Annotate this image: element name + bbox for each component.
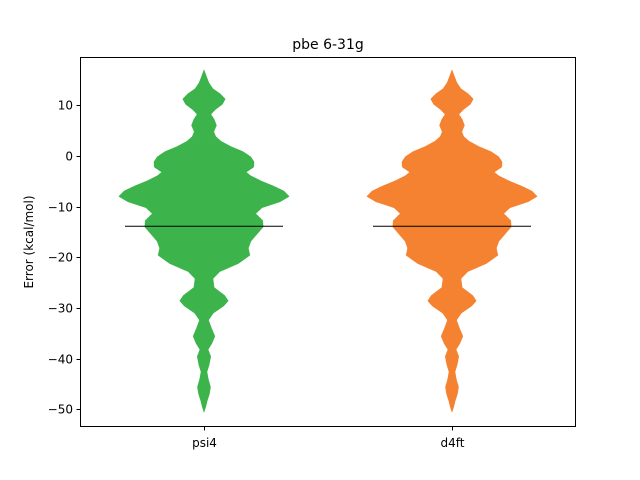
y-axis: 10 0 −10 −20 −30 −40 −50 bbox=[48, 99, 80, 417]
violin-layer bbox=[118, 69, 538, 413]
y-axis-label: Error (kcal/mol) bbox=[22, 195, 36, 288]
y-tick-label: −40 bbox=[48, 353, 73, 367]
y-tick-label: −20 bbox=[48, 251, 73, 265]
x-tick-label-psi4: psi4 bbox=[192, 436, 217, 450]
y-tick-label: −50 bbox=[48, 403, 73, 417]
plot-frame bbox=[80, 57, 576, 427]
x-axis: psi4 d4ft bbox=[192, 427, 465, 450]
violin-psi4 bbox=[118, 69, 290, 413]
y-tick-label: 10 bbox=[58, 99, 73, 113]
x-tick-label-d4ft: d4ft bbox=[441, 436, 465, 450]
y-tick-label: −10 bbox=[48, 201, 73, 215]
chart-title: pbe 6-31g bbox=[292, 37, 364, 53]
y-tick-label: −30 bbox=[48, 302, 73, 316]
y-tick-label: 0 bbox=[65, 150, 73, 164]
violin-d4ft bbox=[366, 69, 538, 413]
